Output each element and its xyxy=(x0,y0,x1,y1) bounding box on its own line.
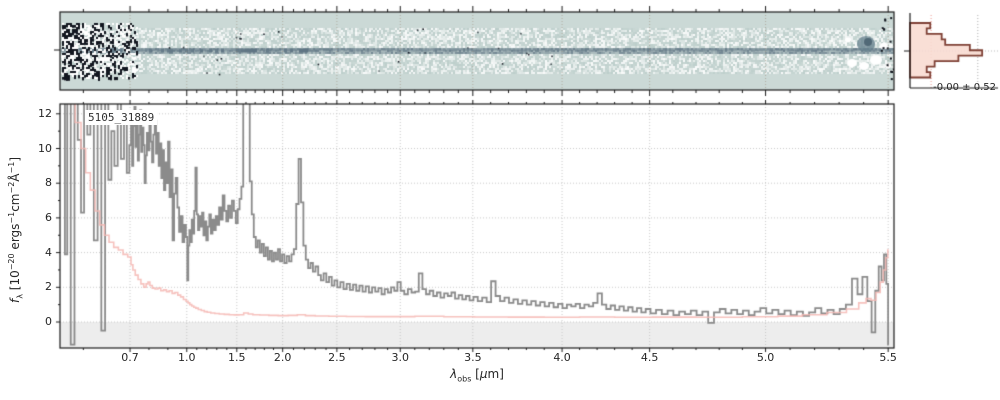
x-tick-label: 2.5 xyxy=(328,351,346,364)
y-tick-label: 6 xyxy=(45,210,52,224)
x-tick-label: 4.5 xyxy=(640,351,659,364)
x-tick-label: 3.0 xyxy=(391,351,410,364)
y-tick-label: 12 xyxy=(38,106,52,120)
x-tick-label: 1.0 xyxy=(178,351,196,364)
x-axis-label: λobs [μm] xyxy=(450,367,504,384)
y-tick-label: 2 xyxy=(45,280,52,294)
object-id-label: 5105_31889 xyxy=(85,110,158,125)
x-tick-label: 2.0 xyxy=(273,351,292,364)
y-tick-label: 8 xyxy=(45,176,52,190)
x-tick-label: 0.7 xyxy=(121,351,139,364)
y-tick-label: 0 xyxy=(45,315,52,328)
x-tick-label: 3.5 xyxy=(464,351,482,364)
y-tick-label: 10 xyxy=(38,141,52,155)
y-tick-label: 4 xyxy=(45,245,52,259)
x-tick-label: 5.5 xyxy=(879,351,897,364)
y-axis-label: fλ [10−20 ergs−1cm−2Å−1] xyxy=(7,156,25,304)
x-tick-label: 1.5 xyxy=(228,351,246,364)
x-tick-label: 4.0 xyxy=(553,351,571,364)
x-tick-label: 5.0 xyxy=(756,351,775,364)
histogram-stats-label: -0.00 ± 0.52 xyxy=(933,82,996,93)
